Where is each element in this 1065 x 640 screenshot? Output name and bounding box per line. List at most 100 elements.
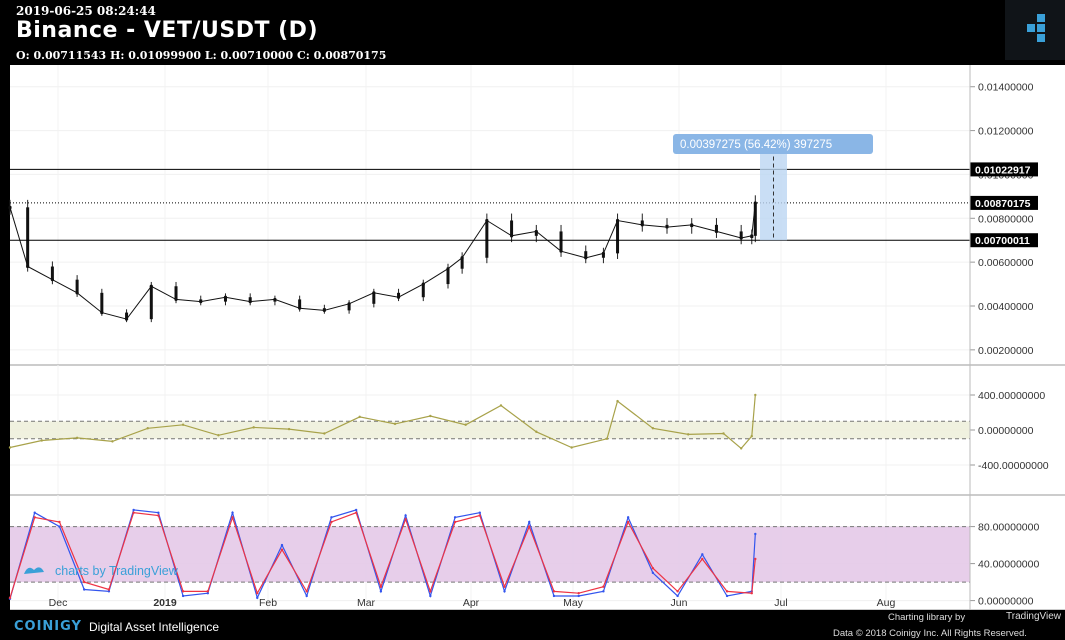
chart-title: Binance - VET/USDT (D) (16, 18, 318, 43)
data-point (330, 516, 333, 519)
data-point (256, 596, 259, 600)
data-point (280, 548, 284, 551)
data-point (509, 234, 514, 238)
data-point (651, 427, 655, 430)
candle-body (584, 251, 588, 258)
footer: COINIGY Digital Asset Intelligence Chart… (0, 610, 1065, 640)
candle-body (372, 292, 376, 304)
data-point (534, 229, 538, 234)
data-point (722, 432, 725, 435)
data-point (552, 594, 556, 598)
y-tick-label: 0.00000000 (978, 596, 1034, 608)
data-point (552, 590, 556, 593)
candle-body (640, 220, 644, 225)
data-point (280, 543, 284, 547)
data-point (305, 590, 308, 593)
data-point (750, 434, 753, 438)
candle-body (534, 231, 538, 236)
data-point (82, 588, 86, 591)
data-point (535, 430, 538, 433)
data-point (626, 520, 630, 524)
candle-body (446, 268, 450, 285)
data-point (602, 590, 605, 593)
data-point (132, 508, 135, 512)
data-point (754, 557, 757, 561)
data-point (485, 218, 489, 223)
data-point (354, 508, 358, 512)
data-point (725, 594, 729, 598)
data-point (750, 592, 753, 595)
data-point (640, 223, 644, 227)
data-point (248, 300, 252, 304)
y-tick-label: 80.00000000 (978, 522, 1039, 534)
ohlc-readout: O: 0.00711543 H: 0.01099900 L: 0.0071000… (16, 49, 387, 62)
data-point (701, 557, 704, 561)
data-point (615, 218, 620, 223)
data-point (181, 423, 185, 426)
candle-body (714, 224, 718, 232)
y-tick-label: 40.00000000 (978, 559, 1039, 571)
y-tick-label: 0.00600000 (978, 257, 1034, 269)
chart-canvas[interactable]: 0.00200000 0.00400000 0.00600000 0.00800000… (0, 65, 1065, 610)
data-point (404, 518, 407, 521)
data-point (665, 225, 669, 229)
data-point (453, 516, 457, 519)
pane-1: 0.00200000 0.00400000 0.00600000 0.00800000… (8, 65, 1065, 366)
tradingview-brand[interactable]: TradingView (1006, 611, 1062, 622)
data-point (676, 590, 679, 593)
price-level-badge (970, 233, 1038, 248)
y-tick-label: -400.00000000 (978, 460, 1049, 472)
data-point (528, 520, 531, 524)
data-point (206, 592, 210, 595)
data-point (429, 590, 432, 593)
cloud-icon (24, 567, 44, 574)
data-point (725, 590, 729, 593)
data-point (690, 223, 694, 227)
data-point (181, 594, 185, 598)
data-point (372, 291, 376, 295)
data-point (396, 295, 401, 299)
x-tick-label: May (563, 597, 584, 609)
series-line (9, 511, 756, 598)
candle-body (149, 286, 153, 320)
data-point (714, 229, 719, 234)
data-point (754, 532, 757, 536)
series-line (9, 202, 756, 320)
price-level-badge (970, 162, 1038, 177)
indicator-band (10, 526, 970, 583)
data-point (404, 514, 407, 517)
data-point (354, 511, 358, 514)
data-point (446, 267, 450, 271)
data-point (231, 516, 234, 519)
data-point (58, 520, 61, 524)
data-point (107, 590, 111, 593)
data-point (322, 308, 326, 312)
data-point (8, 205, 12, 209)
footer-brand[interactable]: COINIGY (14, 619, 82, 634)
coinigy-logo-icon (1027, 14, 1045, 42)
data-point (701, 553, 704, 556)
timestamp: 2019-06-25 08:24:44 (16, 4, 156, 18)
candle-body (485, 220, 489, 258)
data-point (149, 284, 153, 288)
data-point (601, 251, 606, 255)
candle-body (616, 220, 620, 254)
data-point (217, 434, 220, 437)
data-point (651, 567, 655, 570)
candle-body (421, 284, 425, 298)
data-point (273, 297, 277, 302)
data-point (82, 580, 86, 584)
y-tick-label: 0.01200000 (978, 126, 1034, 138)
candle-body (460, 257, 464, 269)
candle-body (347, 303, 351, 311)
candle-body (223, 297, 227, 302)
indicator-band (10, 421, 970, 439)
data-point (605, 437, 609, 440)
candle-body (739, 231, 743, 239)
price-level-label: 0.01022917 (975, 164, 1031, 176)
data-point (559, 249, 563, 253)
data-point (584, 256, 588, 260)
data-point (174, 297, 178, 302)
pane-3: 80.00000000 40.00000000 0.00000000 (8, 495, 1065, 610)
copyright: Data © 2018 Coinigy Inc. All Rights Rese… (833, 628, 1027, 639)
